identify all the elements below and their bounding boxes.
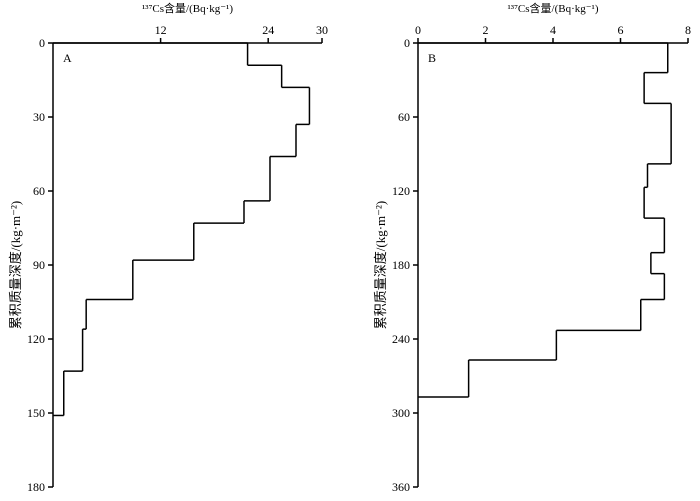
y-tick-label: 150 [27, 406, 45, 420]
x-tick-label: 2 [483, 23, 489, 37]
x-tick-label: 12 [155, 23, 167, 37]
y-tick-label: 240 [392, 332, 410, 346]
x-tick-label: 30 [316, 23, 328, 37]
y-tick-label: 0 [39, 36, 45, 50]
y-tick-label: 0 [404, 36, 410, 50]
y-tick-label: 180 [27, 480, 45, 494]
y-tick-label: 120 [27, 332, 45, 346]
x-tick-label: 24 [262, 23, 274, 37]
x-tick-label: 0 [415, 23, 421, 37]
y-tick-label: 90 [33, 258, 45, 272]
y-tick-label: 360 [392, 480, 410, 494]
x-tick-label: 8 [685, 23, 691, 37]
x-tick-label: 4 [550, 23, 556, 37]
y-tick-label: 120 [392, 184, 410, 198]
y-axis-label: 累积质量深度/(kg·m⁻²) [373, 201, 388, 329]
x-axis-label: ¹³⁷Cs含量/(Bq·kg⁻¹) [142, 1, 233, 15]
y-tick-label: 60 [33, 184, 45, 198]
y-tick-label: 60 [398, 110, 410, 124]
y-tick-label: 30 [33, 110, 45, 124]
panel-label: B [428, 51, 436, 65]
y-tick-label: 180 [392, 258, 410, 272]
x-tick-label: 6 [618, 23, 624, 37]
panel-label: A [63, 51, 72, 65]
y-tick-label: 300 [392, 406, 410, 420]
x-axis-label: ¹³⁷Cs含量/(Bq·kg⁻¹) [507, 1, 598, 15]
y-axis-label: 累积质量深度/(kg·m⁻²) [8, 201, 23, 329]
